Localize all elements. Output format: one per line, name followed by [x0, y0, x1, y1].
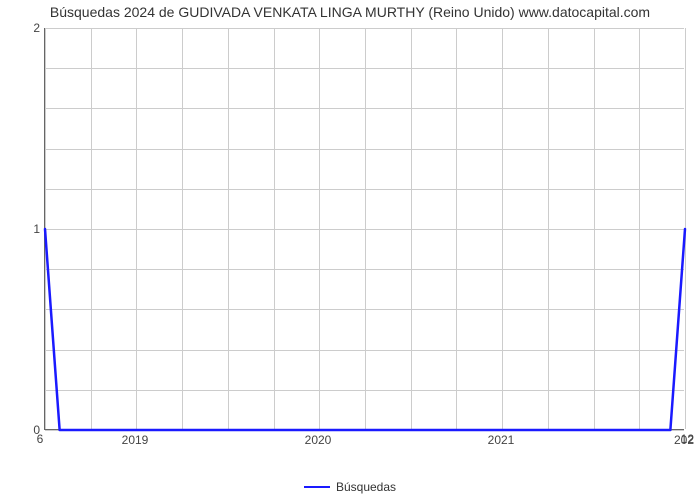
y-tick-label: 0 [0, 423, 40, 437]
y-tick-label: 1 [0, 222, 40, 236]
legend: Búsquedas [0, 480, 700, 494]
chart-container: Búsquedas 2024 de GUDIVADA VENKATA LINGA… [0, 0, 700, 500]
series-line [45, 28, 684, 429]
plot-area [44, 28, 684, 430]
x-tick-label: 2020 [305, 433, 332, 447]
x-tick-label: 2019 [122, 433, 149, 447]
chart-title: Búsquedas 2024 de GUDIVADA VENKATA LINGA… [0, 4, 700, 20]
legend-swatch [304, 486, 330, 488]
legend-label: Búsquedas [336, 480, 396, 494]
y-tick-label: 2 [0, 21, 40, 35]
corner-right-label: 12 [681, 432, 694, 446]
corner-left-label: 6 [37, 432, 44, 446]
x-tick-label: 2021 [488, 433, 515, 447]
